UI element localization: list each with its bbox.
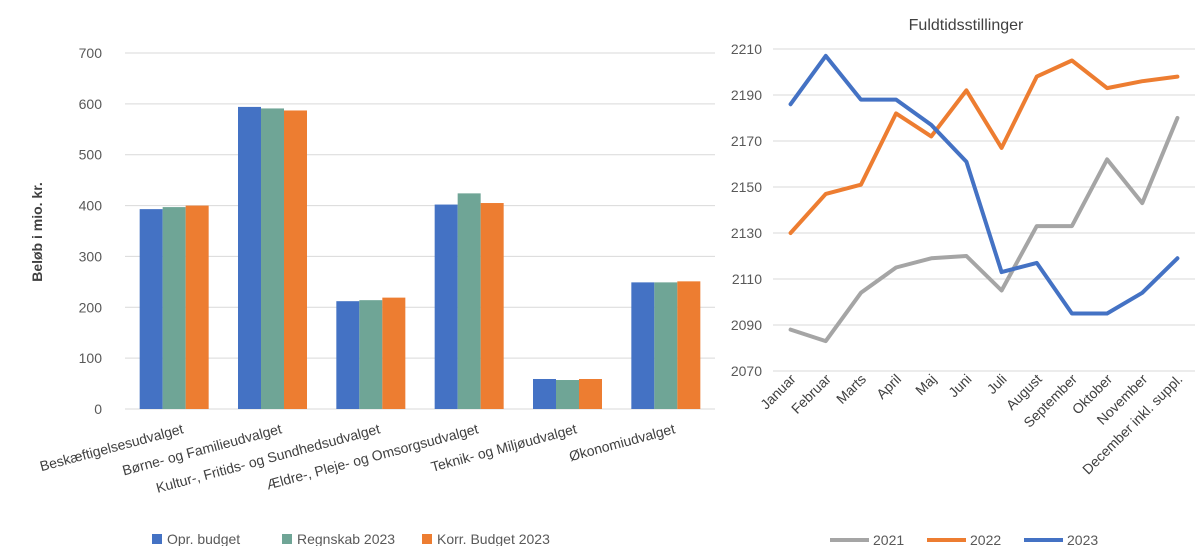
line-series-2023: [788, 53, 1180, 316]
line-chart-category-label: Juli: [984, 371, 1010, 397]
line-chart-ytick-label: 2130: [731, 225, 762, 241]
bar-Regnskab 2023: [654, 282, 678, 409]
bar-chart-ytick-label: 700: [79, 45, 103, 61]
legend-label-Korr. Budget 2023: Korr. Budget 2023: [437, 531, 550, 546]
line-chart-category-label: Februar: [788, 371, 834, 417]
line-chart: Fuldtidsstillinger 2070 2090 2110 2130 2150 2…: [731, 17, 1195, 546]
line-chart-ytick-label: 2110: [732, 271, 762, 287]
bar-chart-ytick-label: 300: [79, 248, 103, 264]
bar-Regnskab 2023: [162, 207, 186, 409]
bar-Korr. Budget 2023: [677, 281, 701, 409]
line-chart-category-label: Juni: [945, 371, 974, 400]
line-series-2022: [788, 58, 1180, 235]
bar-Opr. budget: [434, 204, 458, 409]
line-chart-category-label: Marts: [833, 371, 869, 407]
bar-Opr. budget: [533, 378, 556, 409]
line-chart-ytick-label: 2150: [731, 179, 762, 195]
bar-Korr. Budget 2023: [382, 297, 406, 409]
bar-chart-ytick-label: 400: [79, 198, 103, 214]
bar-Opr. budget: [631, 282, 655, 409]
legend-marker-Regnskab 2023: [282, 534, 292, 544]
bar-chart-ytick-label: 0: [94, 401, 102, 417]
line-chart-ytick-label: 2070: [731, 363, 762, 379]
bar-chart-ytick-label: 600: [79, 96, 103, 112]
line-chart-category-label: Maj: [912, 371, 939, 398]
line-chart-title: Fuldtidsstillinger: [909, 17, 1024, 34]
bar-Opr. budget: [336, 301, 360, 409]
bar-chart-ytick-label: 100: [79, 350, 103, 366]
line-chart-category-label: April: [873, 371, 904, 402]
bar-chart: Beløb i mio. kr. 0100200300400500600700B…: [29, 45, 715, 546]
bar-Regnskab 2023: [359, 300, 383, 409]
line-chart-ytick-label: 2190: [731, 87, 762, 103]
legend-label-Regnskab 2023: Regnskab 2023: [297, 531, 395, 546]
bar-chart-ytick-label: 500: [79, 147, 103, 163]
line-chart-ytick-label: 2090: [731, 317, 762, 333]
bar-Korr. Budget 2023: [284, 110, 307, 410]
bar-chart-category-label: Økonomiudvalget: [567, 420, 676, 464]
line-series-2021: [788, 116, 1180, 344]
legend-marker-Korr. Budget 2023: [422, 534, 432, 544]
bar-chart-ylabel: Beløb i mio. kr.: [29, 182, 45, 282]
bar-chart-ytick-label: 200: [79, 299, 103, 315]
bar-Regnskab 2023: [556, 380, 579, 409]
bar-Regnskab 2023: [261, 108, 284, 409]
bar-Regnskab 2023: [457, 193, 481, 409]
bar-Korr. Budget 2023: [480, 203, 504, 409]
legend-label-Opr. budget: Opr. budget: [167, 531, 240, 546]
line-chart-ytick-label: 2210: [731, 41, 762, 57]
bar-Opr. budget: [139, 209, 163, 409]
bar-Korr. Budget 2023: [579, 378, 602, 409]
legend-label-2021: 2021: [873, 532, 904, 546]
legend-label-2023: 2023: [1067, 532, 1098, 546]
legend-label-2022: 2022: [970, 532, 1001, 546]
bar-Korr. Budget 2023: [185, 205, 209, 409]
line-chart-ytick-label: 2170: [731, 133, 762, 149]
bar-Opr. budget: [238, 106, 261, 409]
legend-marker-Opr. budget: [152, 534, 162, 544]
